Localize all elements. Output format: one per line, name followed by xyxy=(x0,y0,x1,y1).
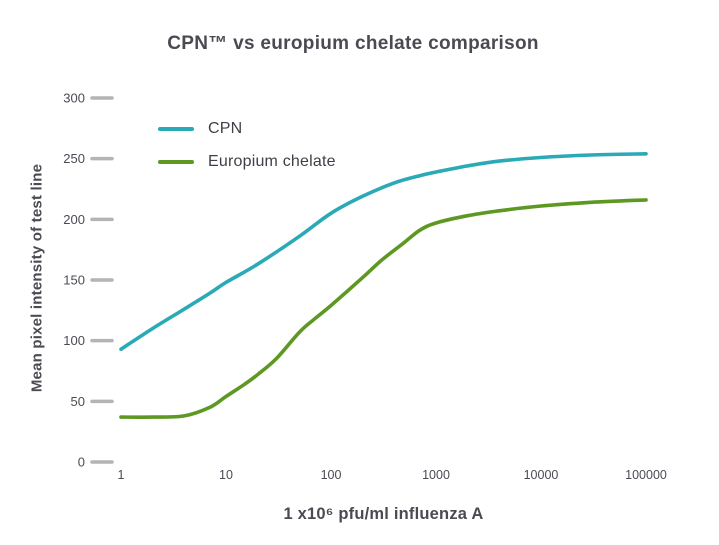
legend-swatch-cpn-icon xyxy=(158,127,194,131)
y-tick-label: 300 xyxy=(63,91,85,106)
series-line-cpn xyxy=(119,152,648,351)
chart-title: CPN™ vs europium chelate comparison xyxy=(167,33,539,54)
y-tick-label: 250 xyxy=(63,151,85,166)
x-tick-label: 10 xyxy=(219,468,233,482)
y-tick-label: 150 xyxy=(63,273,85,288)
x-tick-label: 1000 xyxy=(422,468,450,482)
legend: CPN Europium chelate xyxy=(158,117,336,174)
y-tick-label: 50 xyxy=(71,394,85,409)
legend-label-europium-chelate: Europium chelate xyxy=(208,153,336,170)
x-axis-title: 1 x10⁶ pfu/ml influenza A xyxy=(283,505,484,523)
legend-item-cpn: CPN xyxy=(158,117,336,141)
x-tick-label: 1 xyxy=(118,468,125,482)
series-line-europium-chelate xyxy=(119,198,648,419)
legend-item-europium-chelate: Europium chelate xyxy=(158,150,336,174)
legend-swatch-europium-icon xyxy=(158,160,194,164)
y-tick-label: 200 xyxy=(63,212,85,227)
y-tick-label: 100 xyxy=(63,333,85,348)
y-tick-label: 0 xyxy=(78,455,85,470)
x-tick-label: 100 xyxy=(321,468,342,482)
x-tick-label: 100000 xyxy=(625,468,667,482)
legend-label-cpn: CPN xyxy=(208,120,243,137)
x-tick-label: 10000 xyxy=(524,468,559,482)
